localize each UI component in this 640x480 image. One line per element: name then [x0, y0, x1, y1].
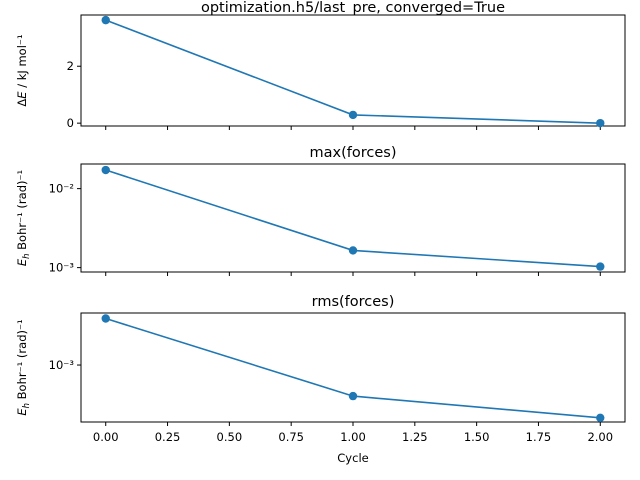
panel1-data-point	[101, 15, 110, 25]
panel3-xtick-label: 0.00	[93, 430, 119, 444]
panel3-data-point	[348, 391, 358, 401]
panel2-axes-frame	[80, 163, 626, 273]
panel3-axes-frame	[80, 312, 626, 423]
panel3-xtick-label: 2.00	[587, 430, 613, 444]
panel2-data-point	[101, 165, 110, 175]
panel2-ytick-label: 10⁻²	[49, 182, 74, 196]
panel1-ylabel: ΔE / kJ mol⁻¹	[15, 34, 29, 106]
panel3-xtick-label: 1.75	[526, 430, 552, 444]
panel3-xtick-label: 0.50	[217, 430, 243, 444]
panel2-title: max(forces)	[310, 145, 397, 161]
panel2-data-point	[348, 246, 358, 255]
panel3-data-point	[101, 314, 110, 323]
panel3-xtick-label: 1.00	[340, 430, 366, 444]
panel3-xtick-label: 0.75	[278, 430, 304, 444]
panel1-ytick-label: 2	[67, 59, 74, 73]
panel2-data-point	[596, 262, 605, 271]
panel3-title: rms(forces)	[312, 294, 395, 310]
panel3-xtick-label: 1.50	[464, 430, 490, 444]
panel3-xtick-label: 0.25	[155, 430, 181, 444]
panel1-series-line	[105, 19, 601, 124]
panel1-axes-frame	[80, 14, 626, 127]
panel2-ylabel: Eh Bohr⁻¹ (rad)⁻¹	[15, 170, 32, 266]
panel3-xlabel: Cycle	[337, 451, 368, 465]
panel3-ylabel: Eh Bohr⁻¹ (rad)⁻¹	[15, 319, 32, 415]
panel1-ytick-label: 0	[67, 116, 74, 130]
panel3-series-line	[105, 317, 601, 419]
panel3-ytick-label: 10⁻³	[49, 358, 75, 372]
panel3-data-point	[596, 413, 605, 422]
panel1-data-point	[596, 118, 605, 128]
panel1-data-point	[348, 110, 358, 120]
panel1-title: optimization.h5/last_pre, converged=True	[201, 0, 505, 16]
panel2-ytick-label: 10⁻³	[49, 261, 75, 275]
panel3-xtick-label: 1.25	[402, 430, 428, 444]
